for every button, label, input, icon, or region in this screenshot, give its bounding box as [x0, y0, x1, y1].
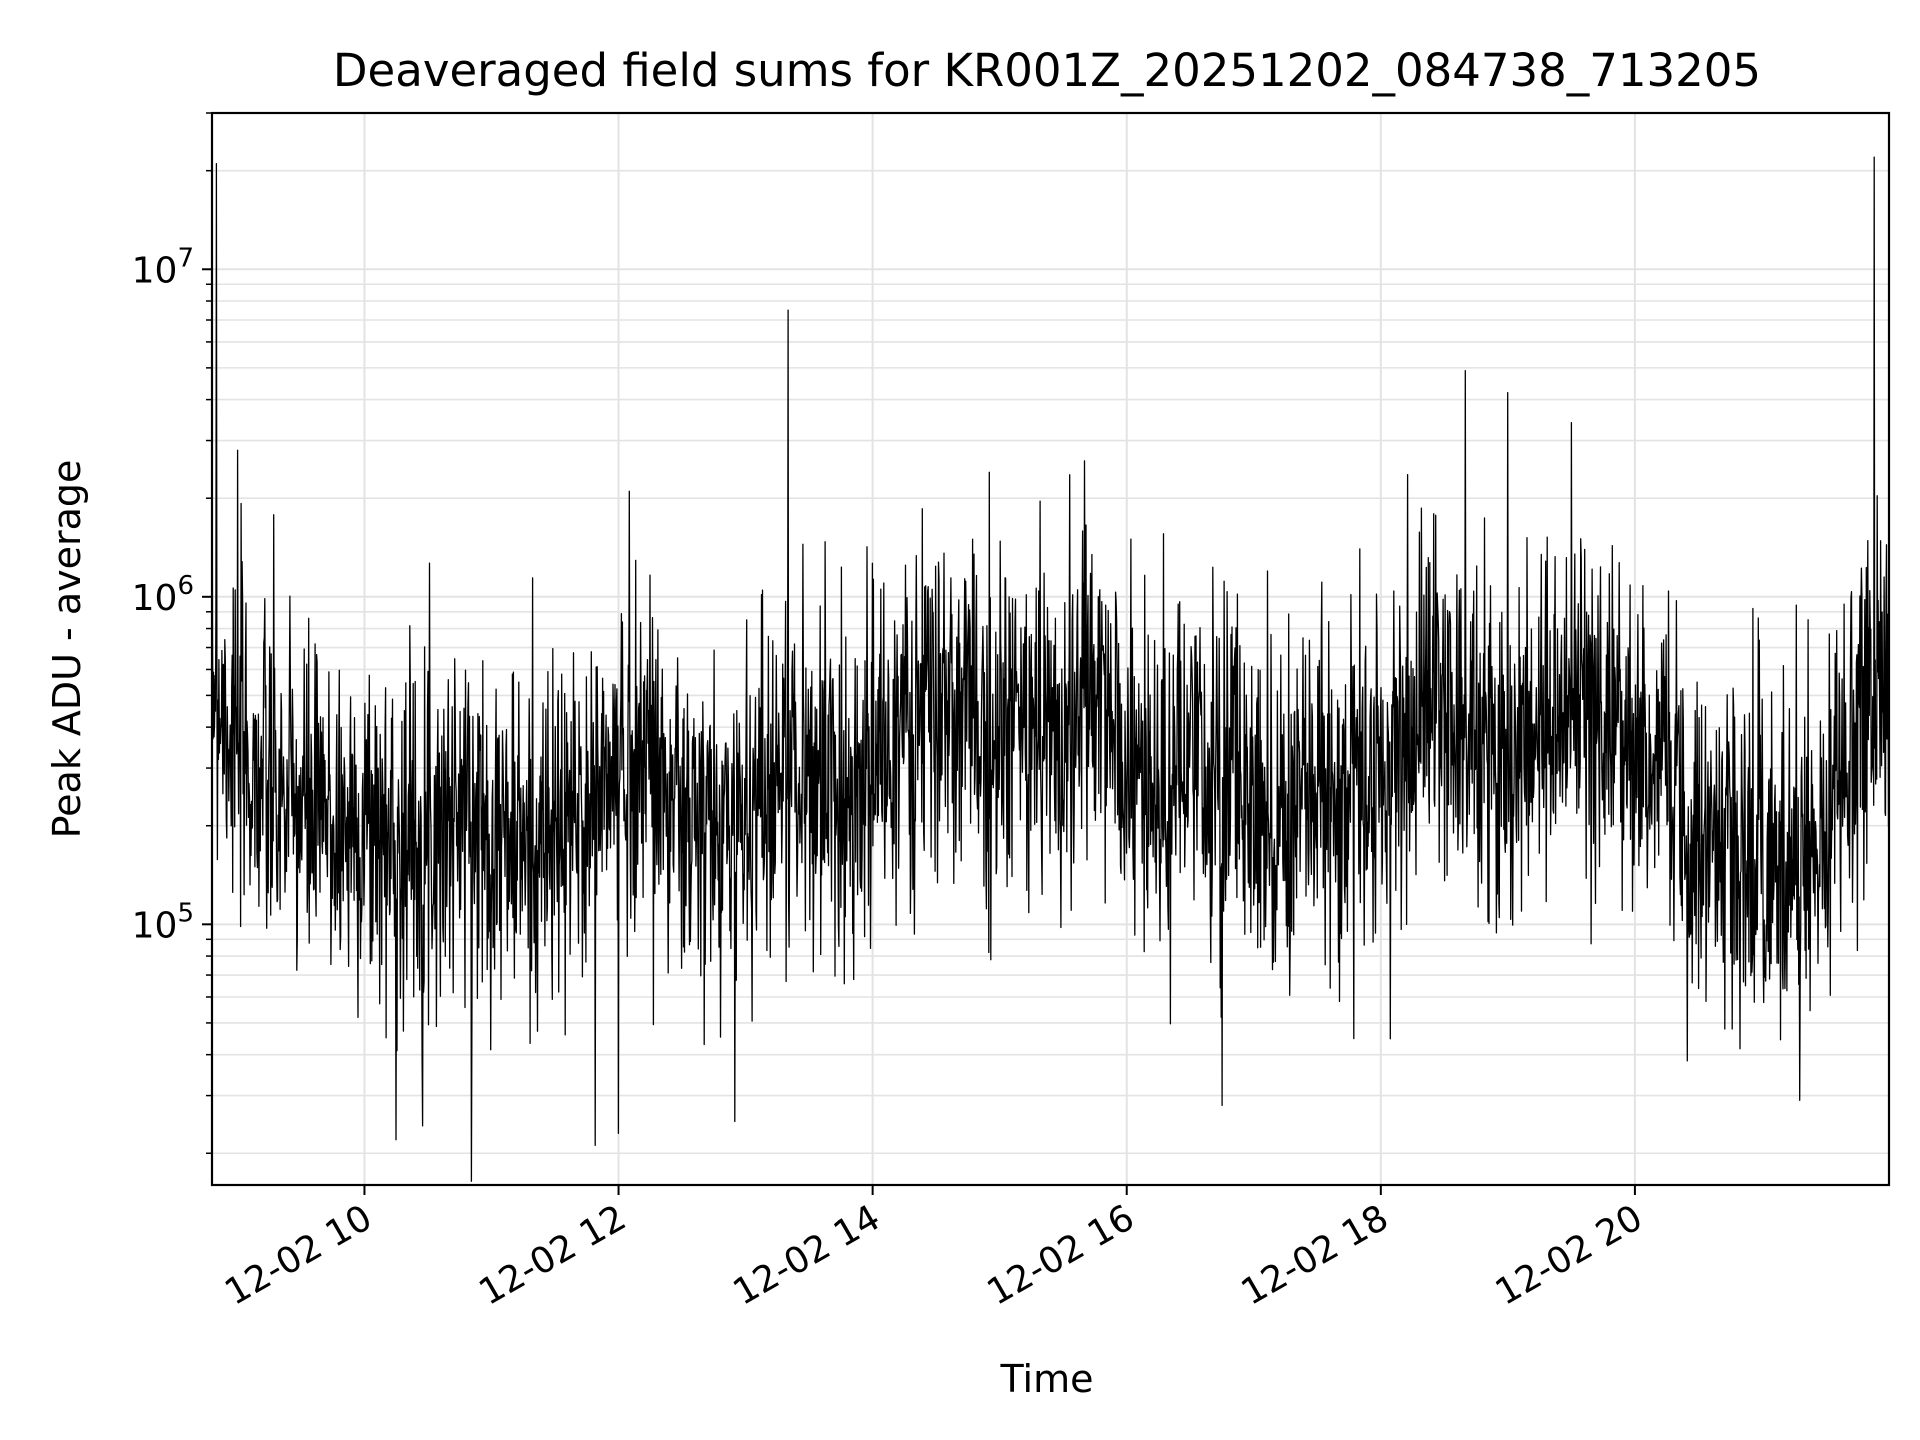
y-tick-label: 106 — [132, 571, 194, 619]
chart-title: Deaveraged field sums for KR001Z_2025120… — [333, 44, 1761, 97]
y-tick-label: 105 — [132, 898, 194, 946]
series-line — [211, 156, 1890, 1182]
y-tick-label: 107 — [132, 243, 194, 291]
x-axis-label: Time — [1000, 1357, 1094, 1401]
plot-frame — [210, 111, 1891, 1187]
series-layer — [211, 156, 1890, 1182]
y-axis-label: Peak ADU - average — [45, 460, 89, 839]
